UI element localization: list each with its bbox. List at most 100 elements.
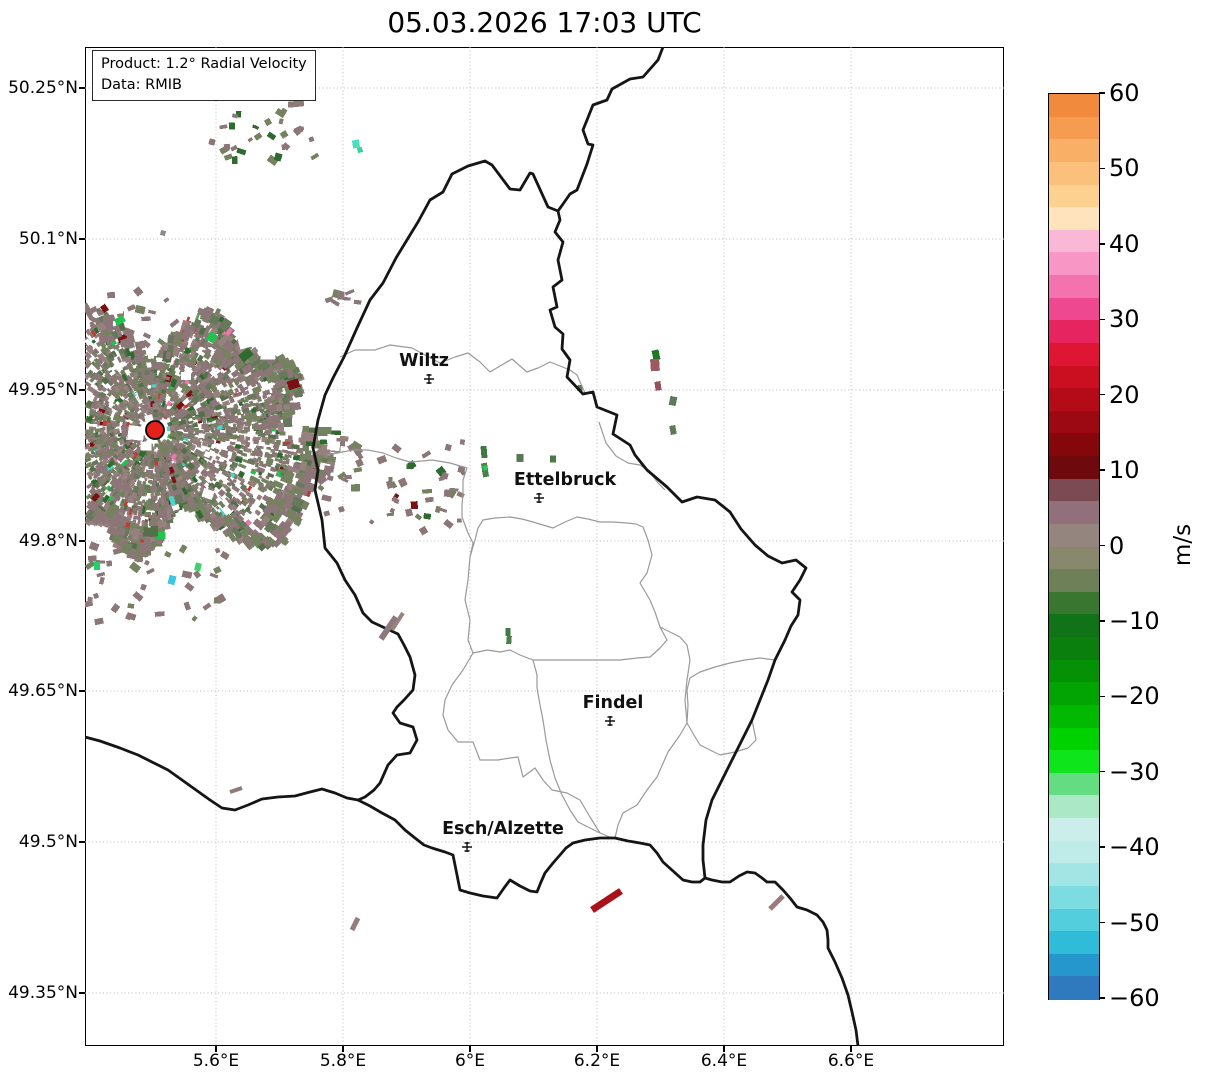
colorbar-band xyxy=(1049,908,1099,932)
colorbar-tick xyxy=(1099,544,1105,547)
y-axis-tick xyxy=(79,238,85,240)
france-germany-border xyxy=(703,870,860,1046)
city-label: Findel xyxy=(583,693,644,713)
y-axis-tick-label: 49.95°N xyxy=(8,380,78,400)
velocity-streak xyxy=(768,894,785,911)
colorbar-band xyxy=(1049,818,1099,842)
product-label: Product: 1.2° Radial Velocity xyxy=(101,56,307,72)
colorbar-tick xyxy=(1099,318,1105,320)
colorbar-tick xyxy=(1099,846,1105,848)
city-label: Esch/Alzette xyxy=(442,819,564,839)
colorbar-tick xyxy=(1099,92,1105,94)
colorbar-tick-label: 10 xyxy=(1109,456,1140,485)
colorbar-tick xyxy=(1099,469,1105,471)
colorbar-tick-label: 60 xyxy=(1109,79,1140,107)
plot-frame xyxy=(85,47,1004,1046)
colorbar-tick-label: −60 xyxy=(1109,984,1160,1012)
colorbar-tick-label: 20 xyxy=(1109,380,1140,409)
x-axis-tick xyxy=(723,1046,725,1052)
colorbar-tick xyxy=(1099,997,1105,999)
colorbar-tick-label: 40 xyxy=(1109,229,1140,258)
colorbar-tick xyxy=(1099,921,1105,924)
district-border-diekirch xyxy=(598,421,666,491)
x-axis-tick-label: 5.8°E xyxy=(319,1051,367,1071)
velocity-streak xyxy=(229,786,243,794)
colorbar-band xyxy=(1049,976,1099,1000)
colorbar-band xyxy=(1049,614,1099,638)
colorbar-band xyxy=(1049,456,1099,480)
radar-site-marker xyxy=(145,420,165,440)
colorbar-tick-label: −30 xyxy=(1109,757,1160,786)
city-marker xyxy=(424,374,434,384)
y-axis-tick xyxy=(79,389,85,391)
colorbar-band xyxy=(1049,116,1099,140)
y-axis-tick-label: 50.1°N xyxy=(18,229,78,249)
colorbar-band xyxy=(1049,252,1099,276)
colorbar-band xyxy=(1049,682,1099,706)
colorbar-band xyxy=(1049,207,1099,231)
x-axis-tick xyxy=(469,1046,471,1052)
colorbar-band xyxy=(1049,953,1099,977)
product-info-box: Product: 1.2° Radial Velocity Data: RMIB xyxy=(92,50,316,102)
colorbar-tick xyxy=(1099,771,1105,773)
page-title: 05.03.2026 17:03 UTC xyxy=(387,6,702,39)
colorbar-band xyxy=(1049,161,1099,185)
colorbar-band xyxy=(1049,795,1099,819)
colorbar-band xyxy=(1049,637,1099,661)
colorbar-tick xyxy=(1099,243,1105,245)
district-border-south-mid xyxy=(532,659,613,839)
x-axis-tick-label: 6.4°E xyxy=(700,1051,748,1071)
x-axis-tick xyxy=(215,1046,217,1052)
colorbar xyxy=(1048,93,1100,1000)
colorbar-tick xyxy=(1099,620,1105,622)
x-axis-tick xyxy=(342,1046,344,1052)
colorbar-band xyxy=(1049,501,1099,525)
radar-speckle-field xyxy=(85,100,678,645)
colorbar-band xyxy=(1049,275,1099,299)
colorbar-band xyxy=(1049,184,1099,208)
velocity-streak xyxy=(349,916,361,932)
y-axis-tick xyxy=(79,841,85,843)
y-axis-tick xyxy=(79,690,85,692)
velocity-streak xyxy=(390,611,405,632)
y-axis-tick-label: 49.65°N xyxy=(8,681,78,701)
x-axis-tick xyxy=(596,1046,598,1052)
y-axis-tick-label: 49.5°N xyxy=(18,832,78,852)
city-marker xyxy=(534,493,544,503)
x-axis-tick-label: 6.2°E xyxy=(573,1051,621,1071)
y-axis-tick-label: 50.25°N xyxy=(8,78,78,98)
district-border-southwest xyxy=(442,652,601,834)
colorbar-band xyxy=(1049,320,1099,344)
velocity-streaks xyxy=(229,611,785,932)
colorbar-tick-label: 30 xyxy=(1109,305,1140,334)
city-marker xyxy=(605,716,615,726)
colorbar-band xyxy=(1049,840,1099,864)
colorbar-band xyxy=(1049,863,1099,887)
colorbar-band xyxy=(1049,94,1099,118)
colorbar-band xyxy=(1049,365,1099,389)
colorbar-tick-label: −20 xyxy=(1109,682,1160,711)
district-border-central xyxy=(464,516,668,661)
colorbar-band xyxy=(1049,139,1099,163)
x-axis-tick-label: 5.6°E xyxy=(192,1051,240,1071)
colorbar-band xyxy=(1049,297,1099,321)
radar-site-dot xyxy=(145,420,165,440)
city-label: Ettelbruck xyxy=(514,470,617,490)
city-label: Wiltz xyxy=(399,351,449,371)
colorbar-band xyxy=(1049,727,1099,751)
colorbar-band xyxy=(1049,659,1099,683)
y-axis-tick-label: 49.8°N xyxy=(18,531,78,551)
district-border-findel xyxy=(614,657,776,839)
colorbar-band xyxy=(1049,433,1099,457)
colorbar-unit-label: m/s xyxy=(1170,523,1196,567)
x-axis-tick xyxy=(850,1046,852,1052)
velocity-streak xyxy=(378,615,399,641)
district-border-north xyxy=(339,344,586,394)
district-border-wiltz-south xyxy=(326,449,474,558)
colorbar-tick-label: −10 xyxy=(1109,606,1160,635)
y-axis-tick xyxy=(79,87,85,89)
colorbar-band xyxy=(1049,885,1099,909)
colorbar-tick xyxy=(1099,393,1105,396)
belgium-germany-border xyxy=(556,47,665,213)
colorbar-tick-label: 50 xyxy=(1109,154,1140,183)
